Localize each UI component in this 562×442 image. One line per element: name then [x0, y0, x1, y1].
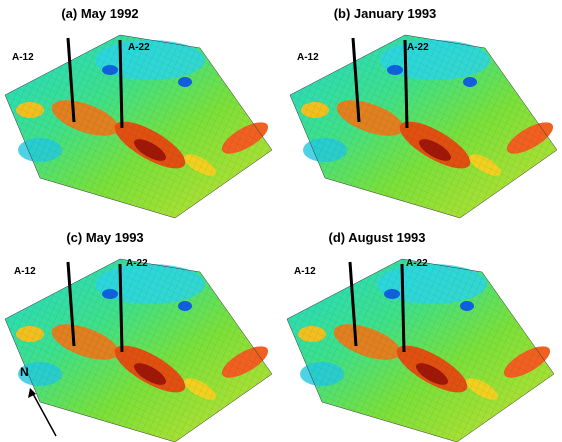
- panel: (c) May 1993 A-12 A-22: [5, 230, 273, 442]
- well-label: A-12: [12, 52, 34, 63]
- panel-title: (a) May 1992: [61, 6, 138, 21]
- panel: (b) January 1993 A-12 A-22: [290, 6, 558, 218]
- north-label: N: [20, 365, 29, 379]
- panel-title: (b) January 1993: [334, 6, 437, 21]
- well-label: A-22: [407, 42, 429, 53]
- panel: (a) May 1992 A-12 A-22: [5, 6, 273, 218]
- well-label: A-12: [294, 266, 316, 277]
- panel-title: (c) May 1993: [66, 230, 143, 245]
- panel: (d) August 1993 A-12 A-22: [287, 230, 555, 442]
- surface: [287, 259, 555, 442]
- surface: [5, 35, 273, 218]
- well-label: A-22: [128, 42, 150, 53]
- well-label: A-22: [126, 258, 148, 269]
- surface: [290, 35, 558, 218]
- well-label: A-22: [406, 258, 428, 269]
- figure: (a) May 1992 A-12 A-22 (b) January 1993 …: [0, 0, 562, 442]
- panel-title: (d) August 1993: [328, 230, 425, 245]
- well-label: A-12: [14, 266, 36, 277]
- well-label: A-12: [297, 52, 319, 63]
